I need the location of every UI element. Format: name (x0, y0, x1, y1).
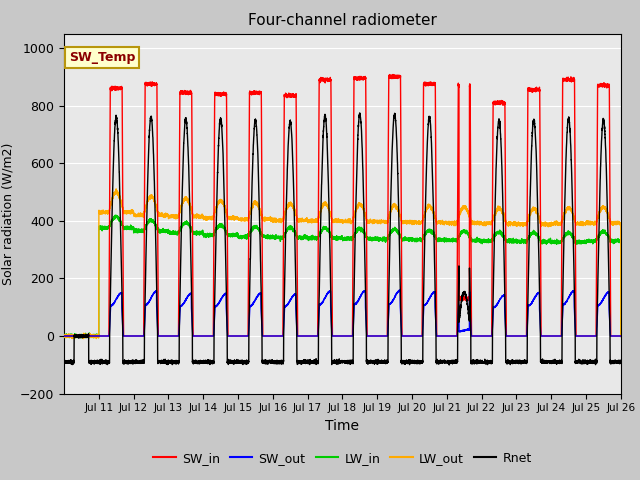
Legend: SW_in, SW_out, LW_in, LW_out, Rnet: SW_in, SW_out, LW_in, LW_out, Rnet (148, 447, 537, 469)
Title: Four-channel radiometer: Four-channel radiometer (248, 13, 437, 28)
Y-axis label: Solar radiation (W/m2): Solar radiation (W/m2) (1, 143, 14, 285)
X-axis label: Time: Time (325, 419, 360, 433)
Text: SW_Temp: SW_Temp (69, 51, 136, 64)
